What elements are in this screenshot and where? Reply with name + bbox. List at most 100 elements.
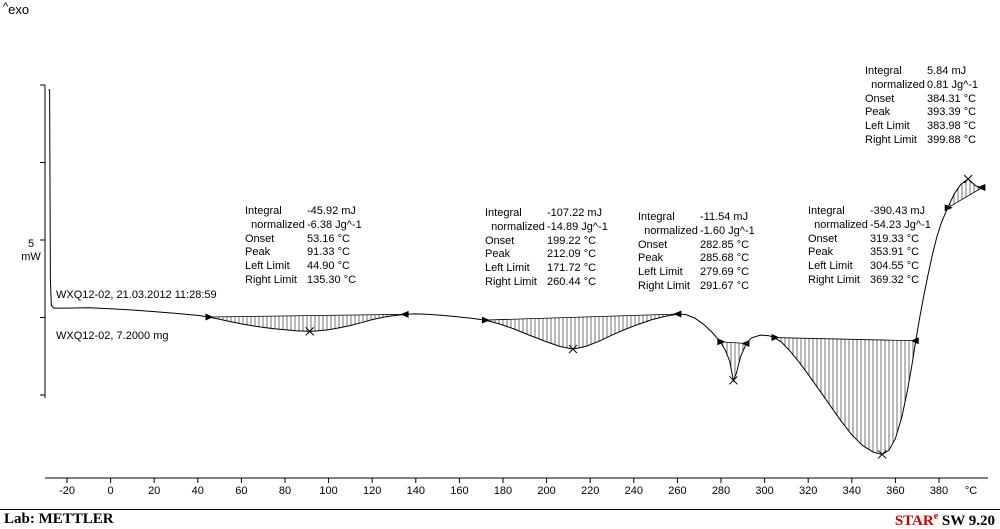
annotation-value: 304.55 °C [870,260,920,273]
annotation-row: Left Limit 383.98 °C [865,120,978,134]
svg-text:40: 40 [192,485,204,497]
peak-annotation-3: Integral -11.54 mJ normalized -1.60 Jg^-1 O… [638,211,755,294]
annotation-row: Left Limit 304.55 °C [808,260,931,274]
annotation-row: Integral -390.43 mJ [808,205,931,219]
annotation-row: Integral -45.92 mJ [245,205,362,219]
annotation-label: Right Limit [485,275,537,288]
annotation-row: Right Limit 291.67 °C [638,280,755,294]
annotation-value: 53.16 °C [307,232,350,245]
y-scale-unit: mW [21,251,41,263]
annotation-value: 5.84 mJ [927,65,967,77]
annotation-row: normalized -54.23 Jg^-1 [808,219,931,233]
annotation-row: Left Limit 171.72 °C [485,262,608,276]
software-name: STAR [894,513,934,529]
svg-text:260: 260 [668,485,686,497]
annotation-value: 399.88 °C [927,133,977,146]
footer-divider [0,509,1000,510]
annotation-value: 353.91 °C [870,246,920,259]
sample-info-line2: WXQ12-02, 7.2000 mg [56,329,169,342]
exo-text: exo [8,2,30,17]
annotation-row: Peak 91.33 °C [245,246,362,260]
annotation-row: Peak 212.09 °C [485,248,608,262]
svg-text:360: 360 [886,485,904,497]
annotation-label: Onset [485,234,515,247]
annotation-value: 260.44 °C [547,275,597,288]
svg-text:140: 140 [407,485,425,497]
annotation-row: Onset 319.33 °C [808,233,931,247]
software-version-label: STARe SW 9.20 [895,511,995,529]
annotation-label: Right Limit [808,273,860,286]
annotation-value: 285.68 °C [700,252,750,265]
svg-text:280: 280 [712,485,730,497]
annotation-label: Onset [865,92,895,105]
annotation-value: -11.54 mJ [700,211,749,223]
annotation-value: 291.67 °C [700,279,750,292]
annotation-row: Onset 282.85 °C [638,239,755,253]
exo-up-arrow-icon: ^ [3,1,9,13]
annotation-label: Right Limit [638,279,690,292]
annotation-label: normalized [245,218,305,231]
peak-annotation-2: Integral -107.22 mJ normalized -14.89 Jg^-… [485,207,608,290]
software-name-superscript: e [933,511,939,522]
annotation-value: 282.85 °C [700,238,750,251]
svg-text:180: 180 [494,485,512,497]
annotation-label: Right Limit [245,273,297,286]
annotation-label: Integral [808,205,845,217]
annotation-row: Peak 353.91 °C [808,246,931,260]
annotation-label: Right Limit [865,133,917,146]
software-version: SW 9.20 [938,513,995,529]
annotation-value: 199.22 °C [547,234,597,247]
annotation-label: Onset [808,232,838,245]
annotation-label: normalized [485,220,545,233]
sample-info-line1: WXQ12-02, 21.03.2012 11:28:59 [56,289,217,301]
svg-text:340: 340 [843,485,861,497]
annotation-value: 384.31 °C [927,92,977,105]
annotation-row: Right Limit 399.88 °C [865,134,978,148]
annotation-value: 135.30 °C [307,273,357,286]
annotation-value: 369.32 °C [870,273,920,286]
annotation-value: 319.33 °C [870,232,920,245]
annotation-label: normalized [808,218,868,231]
annotation-row: normalized -1.60 Jg^-1 [638,225,755,239]
peak-annotation-5: Integral 5.84 mJ normalized 0.81 Jg^-1 Onse… [865,65,978,148]
svg-text:240: 240 [625,485,643,497]
sample-info: WXQ12-02, 21.03.2012 11:28:59 WXQ12-02, … [56,262,217,370]
annotation-label: normalized [638,224,698,237]
annotation-value: -6.38 Jg^-1 [307,218,362,231]
svg-text:60: 60 [235,485,247,497]
annotation-row: Onset 199.22 °C [485,235,608,249]
annotation-row: normalized -6.38 Jg^-1 [245,219,362,233]
annotation-value: 91.33 °C [307,246,350,259]
annotation-value: 383.98 °C [927,120,977,133]
annotation-row: Integral -107.22 mJ [485,207,608,221]
annotation-label: Integral [485,207,522,219]
svg-text:0: 0 [108,485,114,497]
svg-text:20: 20 [148,485,160,497]
annotation-label: Peak [865,106,891,119]
annotation-value: -390.43 mJ [870,205,926,217]
svg-text:300: 300 [755,485,773,497]
y-scale-value: 5 [27,238,35,250]
annotation-value: -45.92 mJ [307,205,356,217]
annotation-label: Peak [808,246,834,259]
annotation-row: Right Limit 260.44 °C [485,276,608,290]
annotation-label: Left Limit [808,260,853,273]
annotation-label: Integral [245,205,282,217]
annotation-label: Onset [245,232,275,245]
annotation-label: Left Limit [865,120,910,133]
annotation-row: Integral 5.84 mJ [865,65,978,79]
annotation-label: Left Limit [638,266,683,279]
lab-label: Lab: METTLER [4,511,114,527]
annotation-row: normalized 0.81 Jg^-1 [865,79,978,93]
svg-text:200: 200 [537,485,555,497]
annotation-row: Right Limit 369.32 °C [808,274,931,288]
svg-text:-20: -20 [59,485,75,497]
svg-text:°C: °C [965,485,977,497]
exo-direction-label: ^exo [3,1,29,17]
annotation-value: -1.60 Jg^-1 [700,224,755,237]
annotation-label: Integral [638,211,675,223]
annotation-label: Peak [485,248,511,261]
annotation-row: Right Limit 135.30 °C [245,274,362,288]
svg-text:320: 320 [799,485,817,497]
